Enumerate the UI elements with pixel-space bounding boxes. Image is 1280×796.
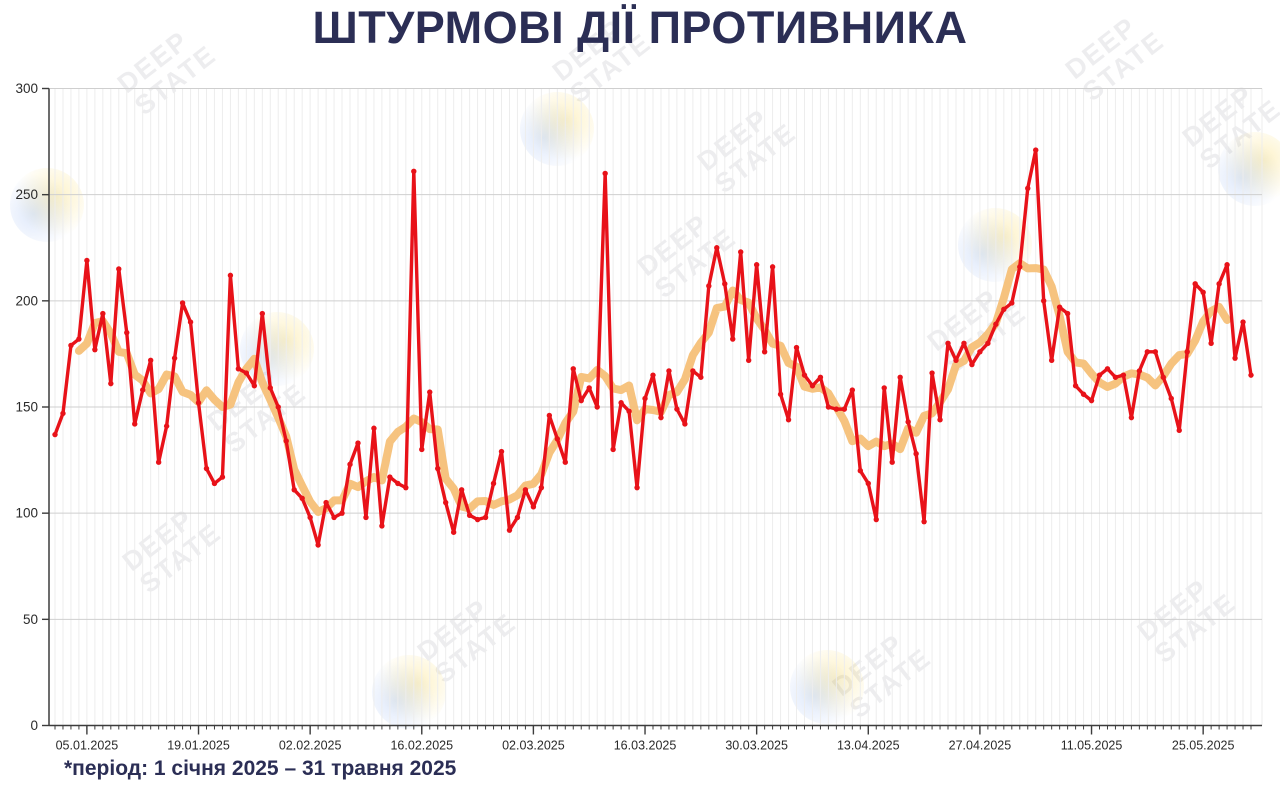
svg-text:02.02.2025: 02.02.2025 xyxy=(279,739,342,753)
svg-text:50: 50 xyxy=(23,612,38,627)
svg-text:100: 100 xyxy=(15,506,38,521)
svg-text:30.03.2025: 30.03.2025 xyxy=(725,739,788,753)
svg-text:19.01.2025: 19.01.2025 xyxy=(167,739,230,753)
svg-text:25.05.2025: 25.05.2025 xyxy=(1172,739,1235,753)
svg-text:16.02.2025: 16.02.2025 xyxy=(390,739,453,753)
svg-text:150: 150 xyxy=(15,400,38,415)
svg-text:0: 0 xyxy=(30,718,38,733)
period-footnote: *період: 1 січня 2025 – 31 травня 2025 xyxy=(64,757,457,780)
svg-text:05.01.2025: 05.01.2025 xyxy=(56,739,119,753)
svg-text:27.04.2025: 27.04.2025 xyxy=(949,739,1012,753)
svg-text:16.03.2025: 16.03.2025 xyxy=(614,739,677,753)
svg-text:300: 300 xyxy=(15,81,38,96)
svg-text:250: 250 xyxy=(15,187,38,202)
svg-text:11.05.2025: 11.05.2025 xyxy=(1061,739,1123,753)
page-title: ШТУРМОВІ ДІЇ ПРОТИВНИКА xyxy=(312,2,968,53)
svg-text:02.03.2025: 02.03.2025 xyxy=(502,739,565,753)
svg-text:200: 200 xyxy=(15,293,38,308)
svg-text:13.04.2025: 13.04.2025 xyxy=(837,739,900,753)
